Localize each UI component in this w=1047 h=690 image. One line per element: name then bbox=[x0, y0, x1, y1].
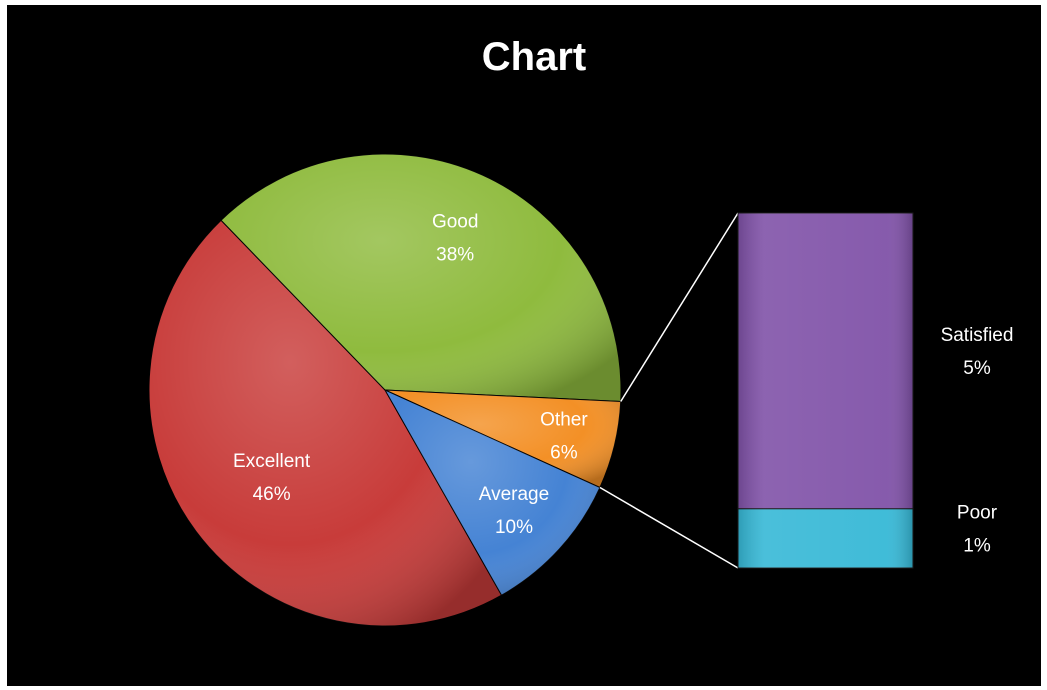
connector-line-bottom bbox=[599, 486, 739, 569]
pie-slice-shading-other bbox=[385, 390, 621, 488]
pie-slice-shading-average bbox=[385, 390, 600, 596]
pie-slice-shading-excellent bbox=[148, 220, 502, 626]
bar-segment-shading-satisfied bbox=[738, 213, 913, 509]
series-connector-lines bbox=[599, 212, 739, 569]
data-label-name-good: Good bbox=[432, 211, 478, 232]
data-label-value-average: 10% bbox=[495, 517, 533, 538]
data-label-name-satisfied: Satisfied bbox=[941, 325, 1014, 346]
data-label-value-satisfied: 5% bbox=[963, 358, 991, 379]
data-label-value-good: 38% bbox=[436, 244, 474, 265]
pie-slices bbox=[148, 153, 622, 627]
data-label-name-poor: Poor bbox=[957, 502, 998, 523]
data-label-name-other: Other bbox=[540, 409, 588, 430]
chart-title: Chart bbox=[482, 35, 586, 79]
connector-line-top bbox=[620, 212, 739, 402]
data-labels: Excellent 46% Good 38% Other 6%Average 10% Sati… bbox=[233, 211, 1013, 556]
data-label-value-other: 6% bbox=[550, 442, 578, 463]
data-label-name-average: Average bbox=[479, 484, 549, 505]
data-label-value-poor: 1% bbox=[963, 535, 991, 556]
breakdown-bar-segments bbox=[737, 212, 914, 569]
pie-slice-shading-good bbox=[221, 153, 622, 402]
data-label-name-excellent: Excellent bbox=[233, 451, 311, 472]
bar-segment-shading-poor bbox=[738, 508, 913, 568]
data-label-value-excellent: 46% bbox=[253, 484, 291, 505]
